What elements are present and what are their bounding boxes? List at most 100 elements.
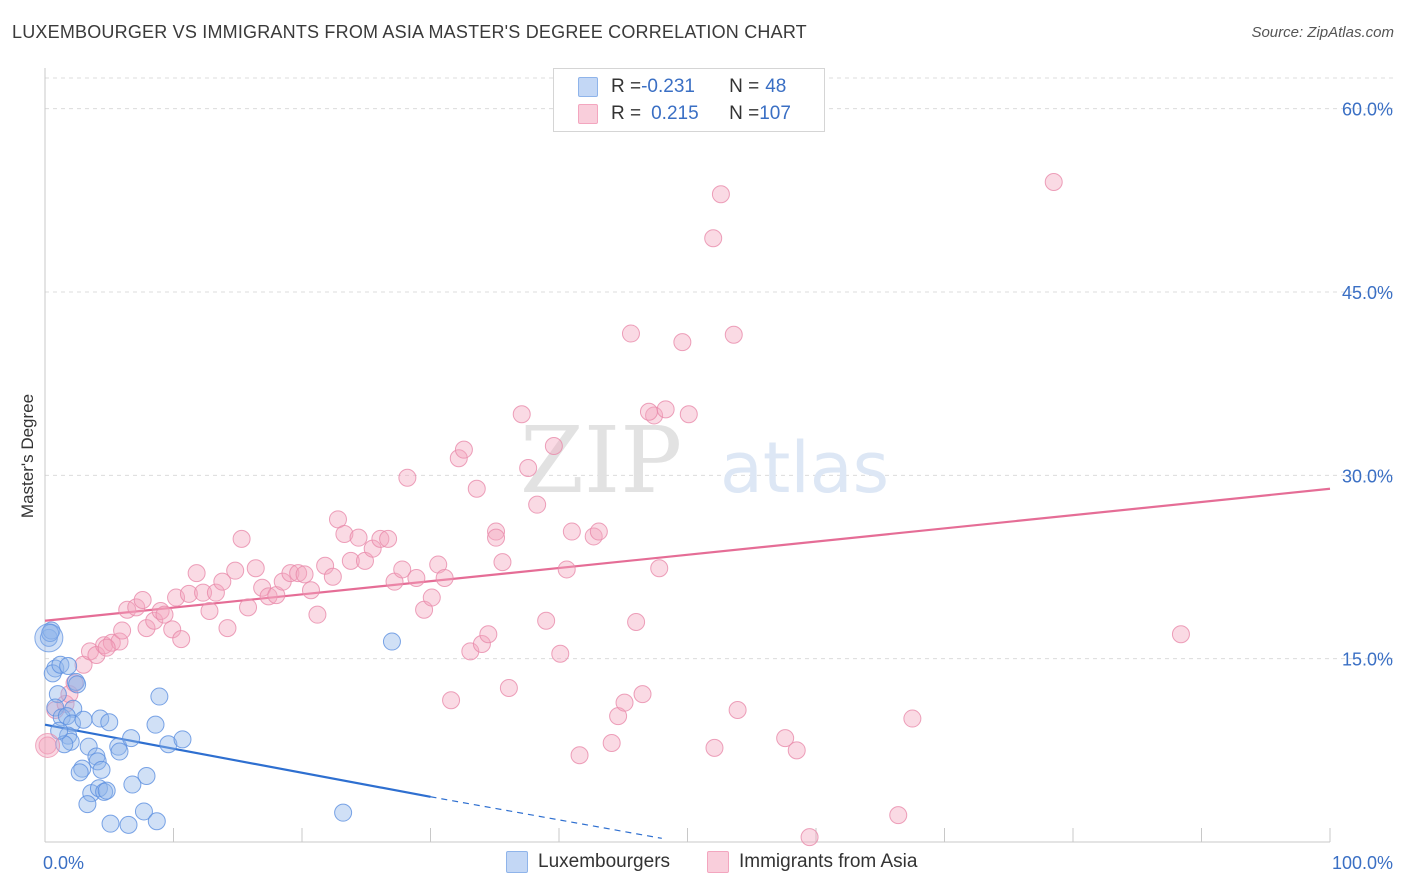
asia-point bbox=[393, 560, 412, 579]
asia-point bbox=[155, 605, 174, 624]
asia-point bbox=[335, 525, 354, 543]
asia-point bbox=[615, 693, 634, 712]
luxembourger-point bbox=[70, 763, 89, 782]
luxembourger-point bbox=[147, 812, 166, 831]
asia-point bbox=[213, 572, 232, 591]
luxembourger-point bbox=[48, 685, 67, 704]
legend-n-label: N = bbox=[729, 76, 760, 97]
asia-point bbox=[557, 560, 576, 579]
asia-point bbox=[301, 581, 320, 600]
legend-label-asia: Immigrants from Asia bbox=[739, 851, 918, 872]
legend-swatch-asia bbox=[707, 851, 729, 873]
asia-point bbox=[371, 529, 390, 548]
asia-point bbox=[621, 324, 640, 343]
asia-point bbox=[289, 564, 308, 583]
y-axis-label: Master's Degree bbox=[18, 394, 37, 518]
asia-point bbox=[102, 633, 121, 652]
asia-point bbox=[639, 402, 658, 421]
asia-point bbox=[1044, 173, 1063, 191]
asia-point bbox=[232, 529, 251, 548]
luxembourger-point bbox=[88, 752, 107, 771]
trend-line-luxembourgers bbox=[44, 723, 431, 798]
luxembourger-point bbox=[79, 737, 98, 756]
asia-point bbox=[487, 528, 506, 547]
x-tick-label: 100.0% bbox=[1332, 853, 1393, 873]
asia-point bbox=[633, 685, 652, 704]
luxembourger-point bbox=[97, 781, 116, 800]
asia-point bbox=[461, 642, 480, 661]
legend-item-luxembourgers[interactable]: Luxembourgers bbox=[506, 851, 670, 873]
luxembourger-point bbox=[134, 802, 153, 821]
legend-swatch-asia bbox=[578, 104, 598, 124]
asia-point bbox=[187, 564, 206, 583]
asia-point bbox=[528, 495, 547, 514]
source-note: Source: ZipAtlas.com bbox=[1251, 24, 1394, 41]
tick-labels: 15.0% 30.0% 45.0% 60.0% 0.0% 100.0% bbox=[43, 100, 1393, 873]
asia-point bbox=[226, 561, 245, 580]
asia-point bbox=[499, 679, 518, 697]
asia-point bbox=[281, 564, 300, 583]
luxembourger-point bbox=[334, 803, 353, 822]
asia-point bbox=[467, 479, 486, 498]
asia-point bbox=[728, 701, 747, 719]
luxembourger-point bbox=[59, 657, 78, 675]
asia-point bbox=[363, 539, 382, 558]
luxembourger-point bbox=[382, 632, 401, 651]
asia-point bbox=[551, 644, 570, 663]
asia-point bbox=[589, 522, 608, 541]
asia-point bbox=[487, 522, 506, 541]
asia-point bbox=[544, 437, 563, 455]
asia-point bbox=[519, 459, 538, 477]
luxembourger-point bbox=[78, 795, 97, 814]
asia-point bbox=[602, 734, 621, 752]
luxembourger-point bbox=[68, 675, 87, 694]
luxembourger-point bbox=[173, 730, 192, 749]
asia-point bbox=[422, 588, 441, 607]
luxembourger-point bbox=[34, 623, 64, 653]
asia-point bbox=[679, 405, 698, 424]
asia-point bbox=[87, 646, 106, 664]
trend-line-luxembourgers-extrapolated bbox=[430, 796, 662, 839]
asia-point bbox=[889, 806, 908, 825]
asia-point bbox=[323, 567, 342, 586]
legend-r-value: 0.215 bbox=[651, 103, 699, 124]
asia-point bbox=[512, 405, 531, 424]
y-tick-label: 45.0% bbox=[1342, 283, 1393, 303]
asia-point bbox=[705, 738, 724, 757]
asia-point bbox=[295, 565, 314, 584]
luxembourger-point bbox=[110, 742, 129, 761]
asia-point bbox=[379, 529, 398, 548]
luxembourger-point bbox=[122, 729, 141, 748]
luxembourger-point bbox=[100, 713, 119, 732]
legend-r-value: -0.231 bbox=[641, 76, 695, 97]
asia-point bbox=[127, 598, 146, 617]
asia-point bbox=[442, 691, 461, 710]
x-tick-label: 0.0% bbox=[43, 853, 84, 873]
asia-point bbox=[206, 583, 225, 602]
asia-point bbox=[163, 620, 182, 639]
legend-swatch-luxembourgers bbox=[578, 77, 598, 97]
asia-point bbox=[218, 619, 237, 638]
luxembourger-point bbox=[74, 710, 93, 729]
legend-r-label: R = bbox=[611, 103, 642, 124]
asia-point bbox=[349, 528, 368, 547]
legend-n-label: N = bbox=[729, 103, 760, 124]
asia-point bbox=[645, 406, 664, 425]
asia-point bbox=[562, 522, 581, 541]
asia-point bbox=[449, 449, 468, 468]
asia-point bbox=[113, 621, 132, 640]
axes bbox=[44, 68, 1331, 843]
asia-point bbox=[472, 635, 491, 653]
asia-point bbox=[903, 709, 922, 728]
legend-item-asia[interactable]: Immigrants from Asia bbox=[707, 851, 917, 873]
asia-point bbox=[776, 729, 795, 748]
luxembourger-point bbox=[41, 624, 60, 642]
asia-point bbox=[239, 598, 258, 617]
asia-point bbox=[570, 746, 589, 765]
trend-lines bbox=[44, 487, 1331, 839]
legend-label-luxembourgers: Luxembourgers bbox=[538, 851, 671, 872]
asia-point bbox=[627, 613, 646, 631]
luxembourger-point bbox=[137, 767, 156, 785]
y-tick-label: 15.0% bbox=[1342, 650, 1393, 670]
